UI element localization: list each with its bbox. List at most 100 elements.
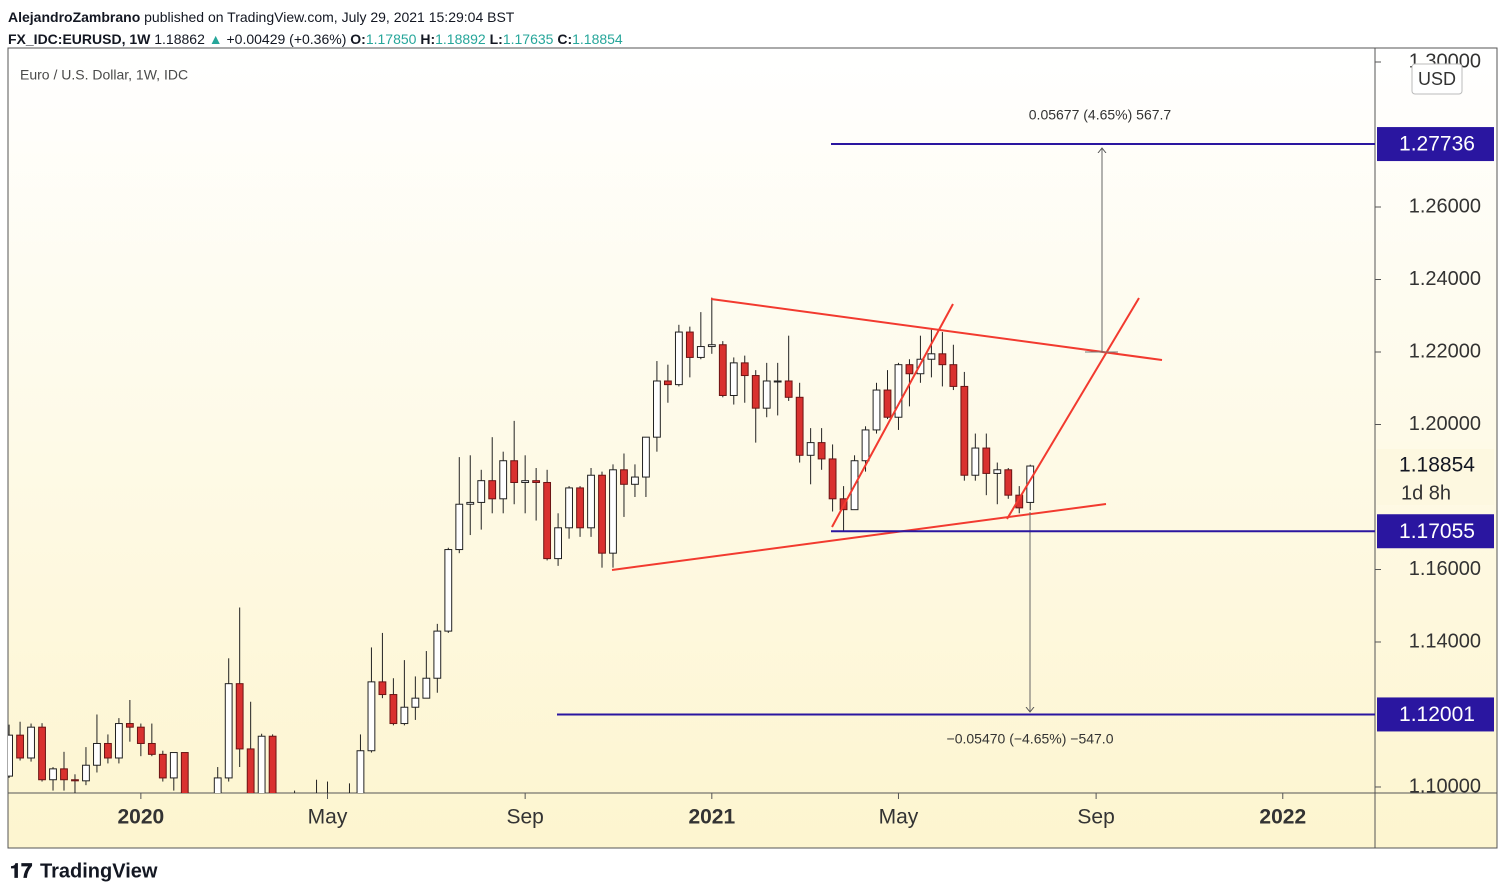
- candle-body: [565, 487, 573, 529]
- y-tick-label: 1.14000: [1409, 630, 1481, 652]
- candle-body: [444, 549, 453, 632]
- candle-body: [93, 742, 101, 766]
- candles: [8, 297, 1035, 793]
- candle-body: [609, 469, 617, 554]
- candle-body: [883, 389, 892, 418]
- candle-body: [620, 469, 628, 485]
- candle-body: [1004, 469, 1013, 496]
- y-tick-label: 1.24000: [1409, 268, 1481, 290]
- candle-body: [49, 768, 57, 781]
- x-tick-label: 2022: [1259, 806, 1306, 829]
- candle-body: [367, 681, 376, 752]
- candle-body: [477, 480, 486, 503]
- candle-body: [60, 768, 68, 781]
- candle-body: [82, 764, 90, 782]
- candle-body: [224, 683, 233, 779]
- candle-body: [707, 344, 716, 348]
- level-badge: [1377, 514, 1494, 549]
- candle-body: [8, 734, 14, 777]
- candle-body: [521, 480, 530, 483]
- candle-body: [894, 364, 903, 418]
- candle-body: [136, 726, 145, 744]
- candle-body: [488, 480, 497, 500]
- y-tick-label: 1.22000: [1409, 340, 1481, 362]
- change: +0.00429 (+0.36%): [226, 31, 347, 47]
- footer: 𝟏𝟕 TradingView: [10, 860, 158, 882]
- l-label: L:: [489, 31, 503, 47]
- candle-body: [938, 353, 947, 366]
- candle-body: [180, 752, 189, 793]
- currency-box: [1411, 63, 1463, 95]
- y-tick-label: 1.20000: [1409, 413, 1481, 435]
- y-tick-label: 1.10000: [1409, 775, 1481, 797]
- candle-body: [696, 346, 705, 358]
- candle-body: [433, 630, 442, 679]
- last-price: 1.18854: [1399, 454, 1475, 477]
- candle-body: [38, 726, 46, 781]
- l: 1.17635: [502, 31, 554, 47]
- candle-body: [751, 375, 760, 409]
- c-label: C:: [557, 31, 573, 47]
- h: 1.18892: [435, 31, 486, 47]
- candle-body: [499, 460, 508, 500]
- candle-body: [114, 723, 123, 759]
- brand: TradingView: [40, 860, 158, 882]
- candle-body: [389, 694, 398, 725]
- candle-body: [631, 476, 639, 485]
- candle-body: [993, 469, 1002, 474]
- x-tick-label: May: [879, 806, 919, 829]
- price-badge: [1377, 449, 1494, 506]
- symbol: FX_IDC:EURUSD, 1W: [8, 31, 151, 47]
- candle-body: [795, 396, 804, 456]
- candle-body: [674, 331, 683, 386]
- candle-body: [598, 474, 606, 554]
- candle-body: [828, 458, 837, 500]
- candle-body: [817, 442, 826, 460]
- measure-label: −0.05470 (−4.65%) −547.0: [947, 731, 1114, 747]
- candle-body: [773, 380, 782, 383]
- candle-body: [784, 380, 793, 398]
- candle-body: [422, 677, 431, 699]
- candle-body: [927, 353, 936, 360]
- candle-body: [982, 447, 991, 474]
- candle-body: [806, 442, 815, 456]
- c: 1.18854: [572, 31, 623, 47]
- candle-body: [169, 752, 178, 779]
- candle-body: [960, 385, 969, 476]
- levels: 1.27736 1.17055 1.12001 1.18854 1d 8h: [557, 127, 1494, 732]
- candle-body: [104, 742, 112, 759]
- chart-title: Euro / U.S. Dollar, 1W, IDC: [20, 67, 188, 83]
- candle-body: [653, 380, 661, 438]
- candle-body: [455, 503, 464, 551]
- candle-body: [718, 344, 727, 396]
- candle-body: [466, 501, 475, 505]
- candle-body: [257, 735, 266, 793]
- countdown: 1d 8h: [1401, 482, 1451, 504]
- level-label: 1.12001: [1399, 703, 1475, 726]
- candle-body: [554, 527, 562, 560]
- h-label: H:: [420, 31, 436, 47]
- measure-label: 0.05677 (4.65%) 567.7: [1029, 107, 1172, 123]
- x-tick-label: May: [308, 806, 348, 829]
- level-badge: [1377, 697, 1494, 732]
- candle-body: [400, 706, 409, 725]
- candle-body: [1015, 494, 1024, 509]
- candle-body: [685, 331, 694, 358]
- candle-body: [971, 447, 980, 476]
- trendline: [611, 503, 1107, 571]
- candle-body: [905, 364, 914, 375]
- candle-body: [587, 474, 595, 529]
- candle-body: [147, 742, 156, 755]
- candle-body: [740, 362, 749, 377]
- candle-body: [543, 481, 552, 560]
- candle-body: [762, 380, 771, 409]
- level-label: 1.27736: [1399, 133, 1475, 156]
- author: AlejandroZambrano: [8, 9, 141, 25]
- currency: USD: [1418, 69, 1456, 89]
- candle-body: [576, 487, 584, 529]
- header: AlejandroZambrano published on TradingVi…: [8, 6, 623, 50]
- candle-body: [642, 436, 650, 478]
- level-label: 1.17055: [1399, 520, 1475, 543]
- header-line-1: AlejandroZambrano published on TradingVi…: [8, 6, 623, 28]
